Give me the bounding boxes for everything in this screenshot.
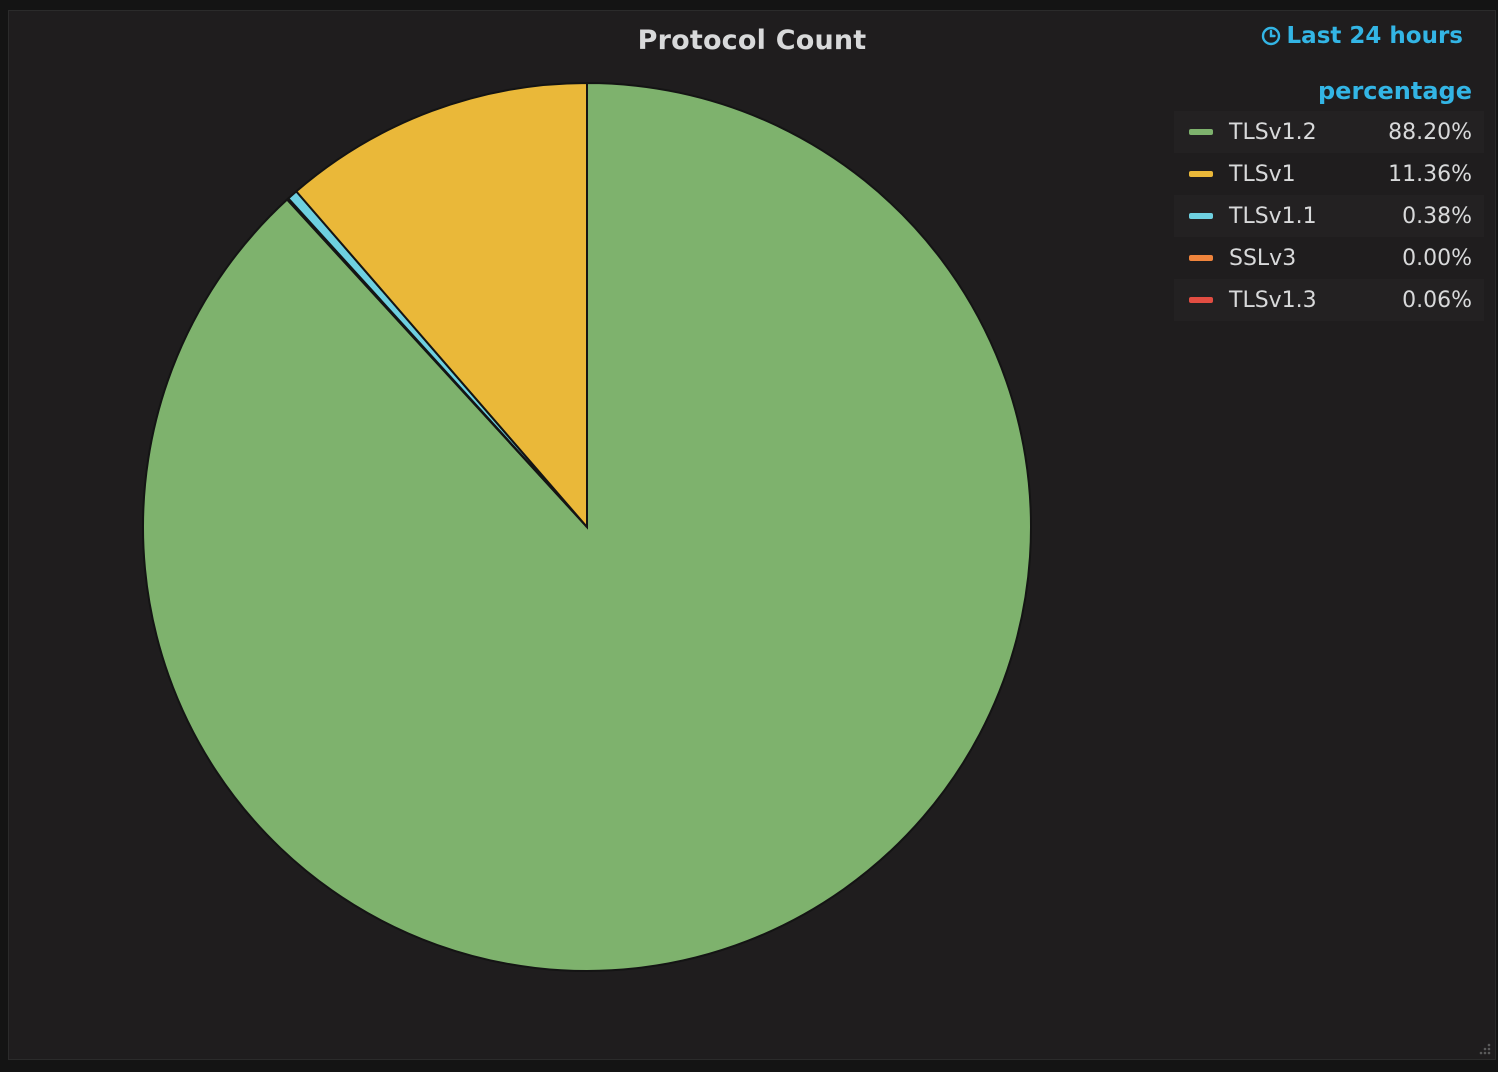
legend-value: 11.36%: [1388, 161, 1472, 187]
legend-item-sslv3[interactable]: SSLv3 0.00%: [1174, 237, 1484, 279]
legend: percentage TLSv1.2 88.20% TLSv1 11.36% TLSv1…: [1174, 71, 1484, 321]
pie-chart: [142, 81, 1032, 972]
legend-label: TLSv1: [1229, 161, 1296, 187]
pie-chart-panel: Protocol Count Last 24 hours percentage …: [8, 10, 1496, 1060]
legend-item-tlsv1-3[interactable]: TLSv1.3 0.06%: [1174, 279, 1484, 321]
time-range-label: Last 24 hours: [1286, 23, 1463, 49]
legend-label: SSLv3: [1229, 245, 1297, 271]
legend-swatch[interactable]: [1189, 171, 1213, 177]
time-range-info[interactable]: Last 24 hours: [1261, 23, 1463, 49]
legend-swatch[interactable]: [1189, 213, 1213, 219]
clock-icon: [1261, 26, 1280, 46]
legend-item-tlsv1[interactable]: TLSv1 11.36%: [1174, 153, 1484, 195]
legend-value: 0.00%: [1402, 245, 1472, 271]
legend-value: 0.06%: [1402, 287, 1472, 313]
panel-title: Protocol Count: [637, 25, 867, 56]
legend-label: TLSv1.2: [1229, 119, 1317, 145]
legend-value: 88.20%: [1388, 119, 1472, 145]
legend-header[interactable]: percentage: [1317, 77, 1472, 105]
legend-item-tlsv1-1[interactable]: TLSv1.1 0.38%: [1174, 195, 1484, 237]
legend-label: TLSv1.1: [1229, 203, 1317, 229]
legend-swatch[interactable]: [1189, 255, 1213, 261]
legend-value: 0.38%: [1402, 203, 1472, 229]
resize-handle-icon[interactable]: [1477, 1041, 1491, 1055]
pie-slice-tlsv1[interactable]: [294, 81, 588, 530]
legend-swatch[interactable]: [1189, 297, 1213, 303]
legend-swatch[interactable]: [1189, 129, 1213, 135]
legend-label: TLSv1.3: [1229, 287, 1317, 313]
legend-item-tlsv1-2[interactable]: TLSv1.2 88.20%: [1174, 111, 1484, 153]
